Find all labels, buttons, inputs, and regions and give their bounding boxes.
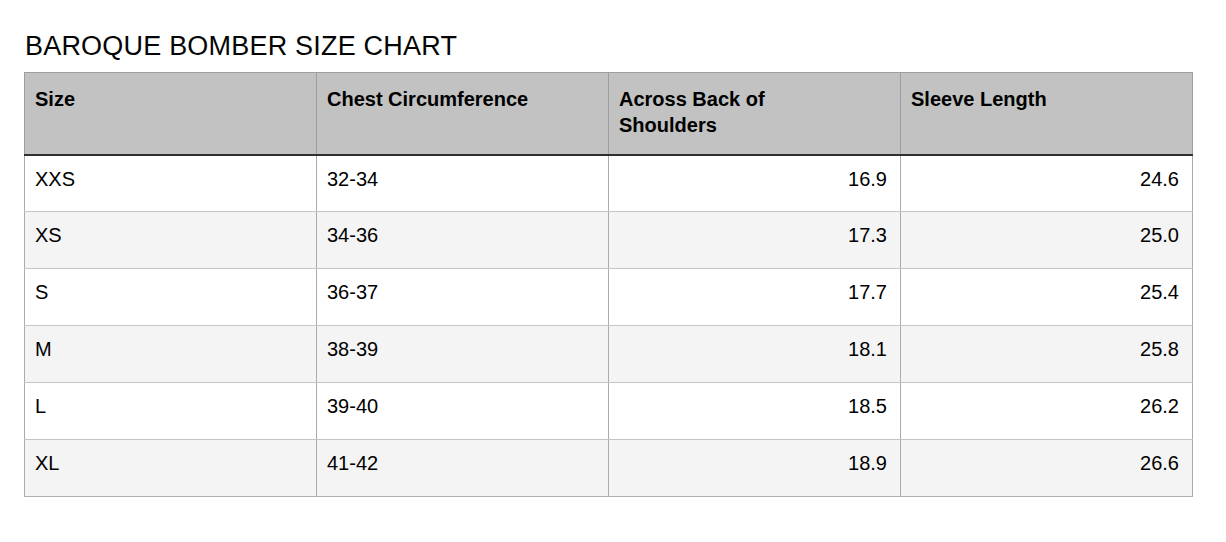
page-title: BAROQUE BOMBER SIZE CHART: [0, 0, 1226, 72]
column-header-sleeve-length-label: Sleeve Length: [911, 86, 1121, 112]
cell-sleeve: 25.0: [901, 212, 1193, 269]
header-row: Size Chest Circumference Across Back of …: [25, 73, 1193, 155]
table-row-s: S 36-37 17.7 25.4: [25, 269, 1193, 326]
cell-chest: 36-37: [317, 269, 609, 326]
size-chart-table: Size Chest Circumference Across Back of …: [24, 72, 1193, 497]
cell-back: 16.9: [609, 155, 901, 212]
table-row-xs: XS 34-36 17.3 25.0: [25, 212, 1193, 269]
cell-size: S: [25, 269, 317, 326]
cell-size: L: [25, 383, 317, 440]
column-header-across-back-of-shoulders: Across Back of Shoulders: [609, 73, 901, 155]
cell-chest: 32-34: [317, 155, 609, 212]
column-header-chest-circumference: Chest Circumference: [317, 73, 609, 155]
cell-sleeve: 26.2: [901, 383, 1193, 440]
cell-chest: 41-42: [317, 440, 609, 497]
cell-chest: 38-39: [317, 326, 609, 383]
cell-chest: 34-36: [317, 212, 609, 269]
cell-sleeve: 25.4: [901, 269, 1193, 326]
column-header-size-label: Size: [35, 86, 245, 112]
cell-back: 18.9: [609, 440, 901, 497]
column-header-across-back-of-shoulders-label: Across Back of Shoulders: [619, 86, 829, 138]
cell-size: XXS: [25, 155, 317, 212]
cell-size: M: [25, 326, 317, 383]
cell-chest: 39-40: [317, 383, 609, 440]
cell-back: 18.5: [609, 383, 901, 440]
cell-sleeve: 24.6: [901, 155, 1193, 212]
cell-size: XL: [25, 440, 317, 497]
table-row-xl: XL 41-42 18.9 26.6: [25, 440, 1193, 497]
cell-back: 17.3: [609, 212, 901, 269]
size-chart-page: BAROQUE BOMBER SIZE CHART Size Chest Cir…: [0, 0, 1226, 497]
table-row-m: M 38-39 18.1 25.8: [25, 326, 1193, 383]
column-header-sleeve-length: Sleeve Length: [901, 73, 1193, 155]
table-row-xxs: XXS 32-34 16.9 24.6: [25, 155, 1193, 212]
cell-back: 17.7: [609, 269, 901, 326]
cell-back: 18.1: [609, 326, 901, 383]
cell-size: XS: [25, 212, 317, 269]
cell-sleeve: 25.8: [901, 326, 1193, 383]
table-row-l: L 39-40 18.5 26.2: [25, 383, 1193, 440]
cell-sleeve: 26.6: [901, 440, 1193, 497]
column-header-chest-circumference-label: Chest Circumference: [327, 86, 537, 112]
column-header-size: Size: [25, 73, 317, 155]
